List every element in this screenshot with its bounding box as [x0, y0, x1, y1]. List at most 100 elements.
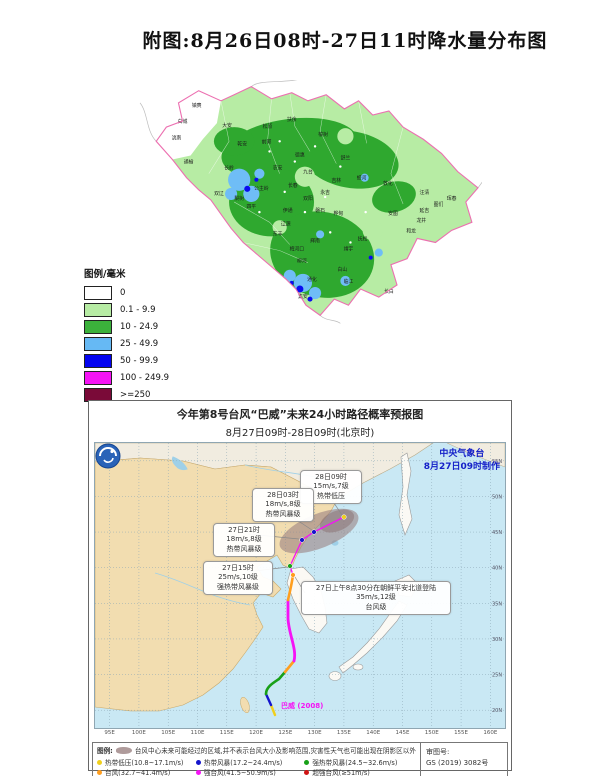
precip-legend: 图例/毫米 0 0.1 - 9.9 10 - 24.9 25 - 49.9 50 - 9…	[84, 266, 169, 403]
precip-swatch-label: 25 - 49.9	[120, 338, 159, 349]
county-label: 前郭	[262, 138, 272, 145]
county-label: 通化	[307, 276, 317, 283]
lat-tick-label: 25N	[492, 673, 502, 679]
map-review-box: 审图号: GS (2019) 3082号	[419, 743, 507, 776]
callout-line: 热带风暴级	[226, 544, 262, 553]
forecast-points	[287, 514, 347, 578]
typhoon-legend-left: 图例: 台风中心未来可能经过的区域,并不表示台风大小及影响范围,灾害性天气也可能…	[93, 743, 420, 776]
precip-legend-rows: 0 0.1 - 9.9 10 - 24.9 25 - 49.9 50 - 99.9 100…	[84, 284, 169, 403]
lat-tick-label: 20N	[492, 708, 502, 714]
precip-legend-row: 25 - 49.9	[84, 335, 169, 352]
intensity-legend-item: 超强台风(≥51m/s)	[304, 767, 416, 776]
precip-swatch	[84, 336, 112, 351]
county-label: 长岭	[224, 165, 234, 172]
lon-tick-label: 115E	[219, 730, 234, 736]
typhoon-map-canvas: 55N 50N 45N 40N 35N 30N 25N 20N	[95, 443, 505, 728]
county-label: 双阳	[303, 195, 313, 202]
lon-tick-label: 95E	[104, 730, 115, 736]
intensity-dot-icon	[304, 759, 310, 765]
precip-swatch	[84, 319, 112, 334]
typhoon-figure: 今年第8号台风“巴威”未来24小时路径概率预报图 8月27日09时-28日09时…	[88, 400, 512, 776]
province-boundary	[155, 86, 479, 317]
precip-swatch	[84, 370, 112, 385]
intensity-label: 热带风暴(17.2~24.4m/s)	[203, 759, 283, 767]
graticule	[95, 443, 505, 728]
county-label: 伊通	[283, 207, 293, 214]
lon-tick-label: 120E	[249, 730, 264, 736]
cone-note: 台风中心未来可能经过的区域,并不表示台风大小及影响范围,灾害性天气也可能出现在阴…	[134, 747, 416, 755]
callout-line: 15m/s,7级	[313, 482, 349, 491]
typhoon-title-line1: 今年第8号台风“巴威”未来24小时路径概率预报图	[176, 408, 424, 421]
county-label: 长白	[384, 288, 394, 295]
cone-note-row: 图例: 台风中心未来可能经过的区域,并不表示台风大小及影响范围,灾害性天气也可能…	[97, 745, 416, 755]
past-track	[264, 573, 297, 717]
county-label: 和龙	[406, 227, 416, 234]
precip-legend-row: 10 - 24.9	[84, 318, 169, 335]
intensity-dot-icon	[97, 769, 102, 775]
callout-line: 28日03时	[267, 491, 299, 499]
callout-line: 18m/s,8级	[265, 500, 301, 509]
lon-tick-label: 130E	[307, 730, 322, 736]
county-label: 九台	[303, 169, 313, 176]
county-label: 松原	[263, 123, 273, 130]
precip-swatch	[84, 285, 112, 300]
precip-swatch	[84, 302, 112, 317]
county-label: 桦甸	[333, 210, 343, 217]
intensity-dot-icon	[304, 769, 310, 775]
precip-legend-title: 图例/毫米	[84, 269, 126, 280]
callout-line: 热带风暴级	[265, 509, 301, 518]
county-label: 靖宇	[344, 246, 354, 253]
county-label: 白山	[338, 266, 348, 273]
intensity-dot-icon	[195, 769, 201, 775]
callout-line: 27日21时	[228, 526, 260, 534]
county-label: 集安	[298, 293, 308, 300]
county-label: 舒兰	[341, 155, 351, 162]
county-label: 图们	[434, 201, 444, 208]
lon-tick-label: 160E	[483, 730, 498, 736]
callout-line: 25m/s,10级	[218, 573, 258, 582]
county-label: 磐石	[315, 207, 325, 214]
callout-line: 强热带风暴级	[217, 582, 259, 591]
county-label: 通榆	[184, 159, 194, 166]
county-label: 双辽	[214, 190, 224, 197]
zone-dark-green	[213, 117, 416, 298]
lon-tick-label: 155E	[454, 730, 469, 736]
callout-line: 35m/s,12级	[356, 593, 396, 602]
county-label: 洮南	[172, 134, 182, 141]
precip-swatch	[84, 353, 112, 368]
legend-prefix: 图例:	[97, 747, 113, 755]
intensity-legend-item: 强台风(41.5~50.9m/s)	[195, 767, 304, 776]
precip-swatch-label: 0	[120, 287, 126, 298]
latitude-labels: 55N 50N 45N 40N 35N 30N 25N 20N	[492, 459, 502, 714]
intensity-label: 热带低压(10.8~17.1m/s)	[105, 759, 184, 767]
intensity-legend-grid: 热带低压(10.8~17.1m/s) 热带风暴(17.2~24.4m/s) 强热带风…	[97, 757, 416, 776]
typhoon-legend: 图例: 台风中心未来可能经过的区域,并不表示台风大小及影响范围,灾害性天气也可能…	[92, 742, 508, 776]
lon-tick-label: 135E	[336, 730, 351, 736]
intensity-dot-icon	[195, 759, 201, 765]
county-label: 长春	[288, 182, 298, 189]
intensity-label: 强台风(41.5~50.9m/s)	[203, 769, 276, 776]
lat-tick-label: 30N	[492, 637, 502, 643]
callout-line: 27日上午8点30分在朝鲜平安北道登陆	[315, 584, 437, 592]
county-label: 四平	[246, 204, 256, 210]
land-taiwan	[240, 697, 250, 713]
intensity-label: 台风(32.7~41.4m/s)	[105, 769, 171, 776]
county-label: 安图	[388, 210, 398, 217]
intensity-legend-item: 热带低压(10.8~17.1m/s)	[97, 757, 196, 767]
forecast-callout: 27日21时 18m/s,8级 热带风暴级	[213, 523, 275, 558]
precip-legend-row: 0.1 - 9.9	[84, 301, 169, 318]
county-label: 东丰	[273, 230, 283, 237]
review-label: 审图号:	[425, 748, 450, 756]
zone-light-blue	[225, 168, 383, 300]
county-label: 梅河口	[290, 246, 305, 253]
storm-name-label: 巴威 (2008)	[281, 702, 324, 710]
county-label: 德惠	[295, 151, 305, 158]
county-label: 梨树	[234, 195, 244, 202]
lon-tick-label: 145E	[395, 730, 410, 736]
cone-icon	[115, 746, 132, 754]
precip-swatch-label: 50 - 99.9	[120, 355, 159, 366]
agency-name: 中央气象台	[439, 449, 485, 459]
county-label: 榆树	[318, 131, 328, 138]
